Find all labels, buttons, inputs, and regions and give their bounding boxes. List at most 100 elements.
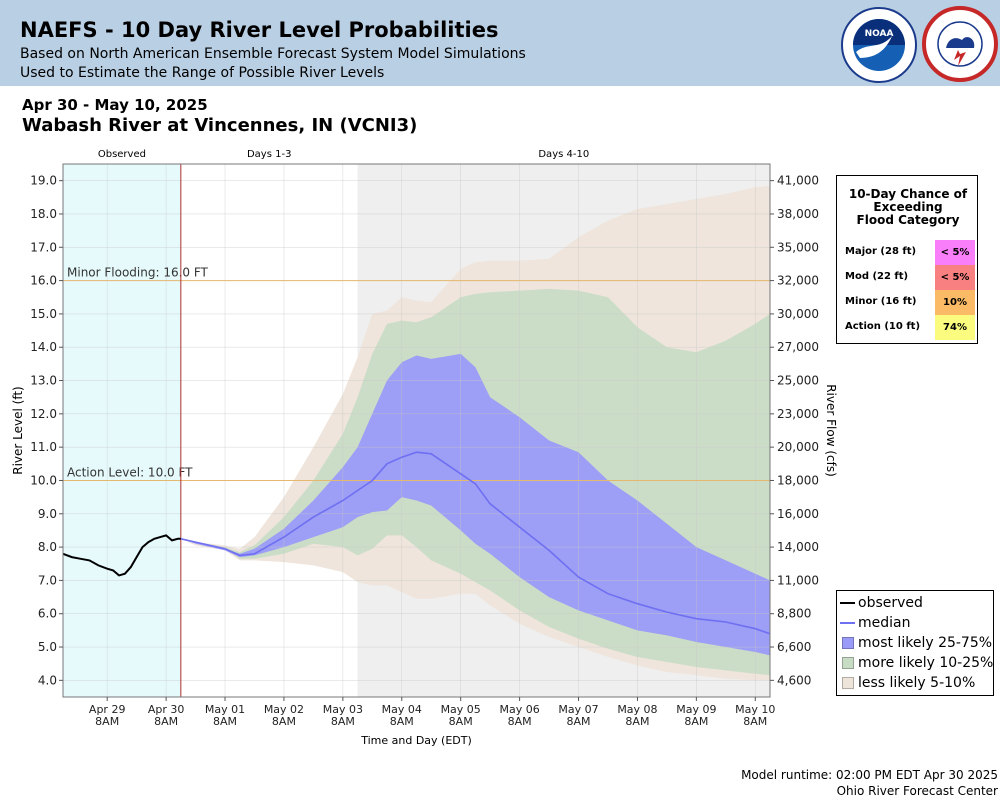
probability-value: < 5% — [935, 265, 975, 290]
period-label-days-4-10: Days 4-10 — [538, 149, 589, 160]
chart-legend: observed median most likely 25-75% more … — [836, 590, 994, 696]
x-tick-day-label: May 01 — [205, 703, 245, 716]
flood-probability-box: 10-Day Chance of Exceeding Flood Categor… — [836, 175, 978, 344]
x-tick-day-label: May 02 — [264, 703, 304, 716]
model-runtime: Model runtime: 02:00 PM EDT Apr 30 2025 — [741, 768, 998, 782]
band-most-likely — [180, 353, 771, 656]
x-tick-time-label: 8AM — [331, 715, 355, 728]
probability-value: < 5% — [935, 240, 975, 265]
observed-period-background — [63, 164, 181, 697]
legend-item-median: median — [837, 613, 993, 633]
right-tick-label: 11,000 — [777, 573, 819, 587]
right-tick-label: 18,000 — [777, 473, 819, 487]
probability-value: 74% — [935, 315, 975, 340]
x-tick-day-label: May 08 — [617, 703, 657, 716]
probability-title-line-3: Flood Category — [856, 213, 960, 227]
right-tick-label: 38,000 — [777, 207, 819, 221]
x-tick-time-label: 8AM — [508, 715, 532, 728]
y-tick-label: 11.0 — [30, 440, 57, 454]
period-label-observed: Observed — [98, 149, 146, 160]
right-tick-label: 30,000 — [777, 307, 819, 321]
y-axis-title: River Level (ft) — [11, 386, 25, 474]
svg-text:NOAA: NOAA — [865, 29, 894, 39]
y-tick-label: 17.0 — [30, 240, 57, 254]
right-tick-label: 14,000 — [777, 540, 819, 554]
x-tick-time-label: 8AM — [449, 715, 473, 728]
y-tick-label: 10.0 — [30, 473, 57, 487]
page-title: NAEFS - 10 Day River Level Probabilities — [20, 18, 499, 42]
right-tick-label: 4,600 — [777, 673, 811, 687]
right-tick-label: 23,000 — [777, 407, 819, 421]
x-tick-time-label: 8AM — [272, 715, 296, 728]
x-tick-day-label: May 05 — [441, 703, 481, 716]
probability-label: Minor (16 ft) — [845, 296, 917, 307]
y-tick-label: 6.0 — [38, 607, 57, 621]
action-level-label: Action Level: 10.0 FT — [67, 465, 193, 479]
right-tick-label: 41,000 — [777, 174, 819, 188]
y-tick-label: 7.0 — [38, 573, 57, 587]
probability-box-title: 10-Day Chance of Exceeding Flood Categor… — [837, 188, 979, 227]
minor-flood-label: Minor Flooding: 16.0 FT — [67, 266, 209, 280]
legend-swatch — [840, 622, 855, 624]
probability-label: Major (28 ft) — [845, 246, 917, 257]
probability-row-minor: Minor (16 ft) 10% — [837, 290, 977, 315]
x-tick-day-label: May 10 — [735, 703, 775, 716]
median-line — [180, 451, 771, 635]
y-tick-label: 5.0 — [38, 640, 57, 654]
x-tick-time-label: 8AM — [95, 715, 119, 728]
y-tick-label: 13.0 — [30, 374, 57, 388]
nws-logo — [922, 6, 998, 82]
x-tick-day-label: May 07 — [558, 703, 598, 716]
y-tick-label: 16.0 — [30, 274, 57, 288]
probability-label: Mod (22 ft) — [845, 271, 909, 282]
x-tick-day-label: May 06 — [499, 703, 539, 716]
x-tick-day-label: Apr 30 — [148, 703, 185, 716]
right-tick-label: 16,000 — [777, 507, 819, 521]
x-tick-day-label: May 03 — [323, 703, 363, 716]
station-name: Wabash River at Vincennes, IN (VCNI3) — [22, 115, 418, 136]
right-tick-label: 8,800 — [777, 607, 811, 621]
y-tick-label: 19.0 — [30, 174, 57, 188]
observed-line — [62, 534, 181, 577]
legend-swatch — [840, 602, 855, 604]
legend-item-less-likely: less likely 5-10% — [837, 673, 993, 693]
x-tick-time-label: 8AM — [390, 715, 414, 728]
plot-frame — [62, 163, 771, 698]
legend-label: less likely 5-10% — [858, 675, 976, 691]
legend-swatch — [842, 637, 854, 649]
legend-label: observed — [858, 595, 923, 611]
probability-row-moderate: Mod (22 ft) < 5% — [837, 265, 977, 290]
probability-title-line-1: 10-Day Chance of — [848, 187, 968, 201]
y-tick-label: 12.0 — [30, 407, 57, 421]
x-tick-time-label: 8AM — [154, 715, 178, 728]
legend-item-more-likely: more likely 10-25% — [837, 653, 993, 673]
x-tick-time-label: 8AM — [743, 715, 767, 728]
header-banner: NAEFS - 10 Day River Level Probabilities… — [0, 0, 1000, 86]
x-axis-title: Time and Day (EDT) — [360, 734, 472, 747]
x-tick-time-label: 8AM — [684, 715, 708, 728]
right-axis-title: River Flow (cfs) — [824, 384, 838, 477]
series-lines: Minor Flooding: 16.0 FT Action Level: 10.… — [62, 164, 771, 697]
y-tick-label: 4.0 — [38, 673, 57, 687]
subtitle-line-1: Based on North American Ensemble Forecas… — [20, 46, 526, 62]
x-tick-time-label: 8AM — [625, 715, 649, 728]
probability-title-line-2: Exceeding — [873, 200, 943, 214]
y-tick-label: 9.0 — [38, 507, 57, 521]
x-tick-day-label: May 04 — [382, 703, 422, 716]
subtitle-line-2: Used to Estimate the Range of Possible R… — [20, 65, 385, 81]
probability-label: Action (10 ft) — [845, 321, 921, 332]
probability-value: 10% — [935, 290, 975, 315]
right-tick-label: 27,000 — [777, 340, 819, 354]
probability-row-major: Major (28 ft) < 5% — [837, 240, 977, 265]
x-tick-time-label: 8AM — [213, 715, 237, 728]
noaa-logo: NOAA — [841, 7, 917, 83]
right-tick-label: 35,000 — [777, 240, 819, 254]
legend-swatch — [842, 657, 854, 669]
forecast-center: Ohio River Forecast Center — [836, 784, 998, 798]
axes: Observed Days 1-3 Days 4-10 4.0 5.0 6.0 7.0 8.0… — [11, 149, 838, 747]
legend-swatch — [842, 677, 854, 689]
y-tick-label: 8.0 — [38, 540, 57, 554]
date-range: Apr 30 - May 10, 2025 — [22, 96, 208, 114]
probability-bands — [180, 185, 771, 681]
